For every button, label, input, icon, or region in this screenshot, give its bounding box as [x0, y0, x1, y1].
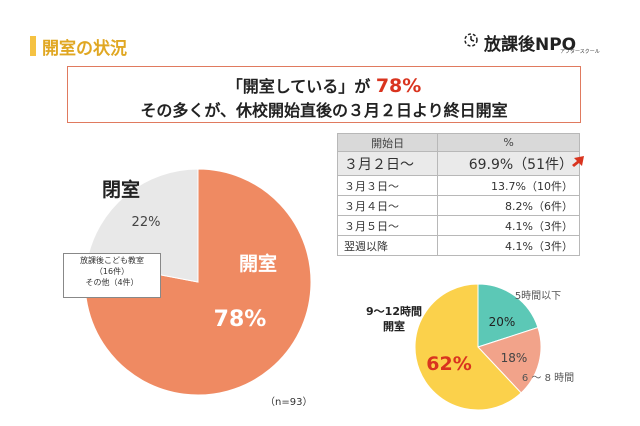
table-cell-label: ３月２日～ [336, 151, 439, 176]
table-cell-value: 69.9%（51件） [437, 151, 580, 176]
logo-subtext: アフタースクール [560, 49, 600, 55]
pie-slice [477, 283, 539, 348]
hours-pie [414, 283, 542, 411]
pie-value-closed: 22% [132, 215, 161, 230]
table-cell-value: 13.7%（10件） [437, 175, 580, 196]
table-row: ３月２日～ 69.9%（51件） [336, 151, 580, 176]
callout-line1: 「開室している」が 78% [68, 73, 580, 97]
pie-value-salmon: 18% [501, 351, 528, 365]
note-line: 放課後こども教室 [80, 256, 144, 265]
pie-label-yellow-line2: 開室 [383, 319, 405, 333]
pie-label-open: 開室 [239, 252, 277, 275]
callout-prefix: 「開室している」が [226, 77, 371, 96]
sample-size-label: （n=93） [265, 397, 313, 408]
table-row: ３月３日～ 13.7%（10件） [336, 175, 580, 196]
start-date-table: 開始日 % ３月２日～ 69.9%（51件） ３月３日～ 13.7%（10件） … [336, 133, 580, 256]
page-title: 開室の状況 [42, 39, 127, 59]
note-line: （16件） [94, 267, 130, 276]
table-cell-value: 4.1%（3件） [437, 235, 580, 256]
pie-slice [414, 283, 522, 411]
closed-note-box: 放課後こども教室 （16件） その他（4件） [63, 253, 161, 298]
callout-highlight: 78% [375, 75, 422, 97]
table-row: ３月５日～ 4.1%（3件） [336, 215, 580, 236]
pie-label-closed: 閉室 [102, 178, 140, 201]
logo-text: 放課後NPO [484, 35, 577, 55]
callout-line2: その多くが、休校開始直後の３月２日より終日開室 [140, 101, 508, 120]
table-cell-label: 翌週以降 [336, 235, 439, 256]
table-header-start: 開始日 [336, 133, 439, 152]
table-header-percent: % [437, 133, 580, 152]
pie-value-open: 78% [214, 307, 267, 332]
highlight-arrow-icon [572, 156, 584, 167]
pie-label-salmon: 6 ～ 8 時間 [522, 372, 574, 384]
note-line: その他（4件） [85, 278, 139, 287]
pie-value-yellow: 62% [426, 353, 471, 375]
logo-icon [464, 33, 478, 47]
table-row: 翌週以降 4.1%（3件） [336, 235, 580, 256]
pie-label-teal: 5時間以下 [515, 290, 561, 302]
table-cell-value: 4.1%（3件） [437, 215, 580, 236]
summary-callout: 「開室している」が 78% その多くが、休校開始直後の３月２日より終日開室 [67, 66, 581, 123]
pie-value-teal: 20% [489, 315, 516, 329]
pie-slice [477, 326, 542, 394]
pie-label-yellow-line1: 9～12時間 [366, 304, 422, 318]
title-accent-bar [30, 36, 36, 56]
